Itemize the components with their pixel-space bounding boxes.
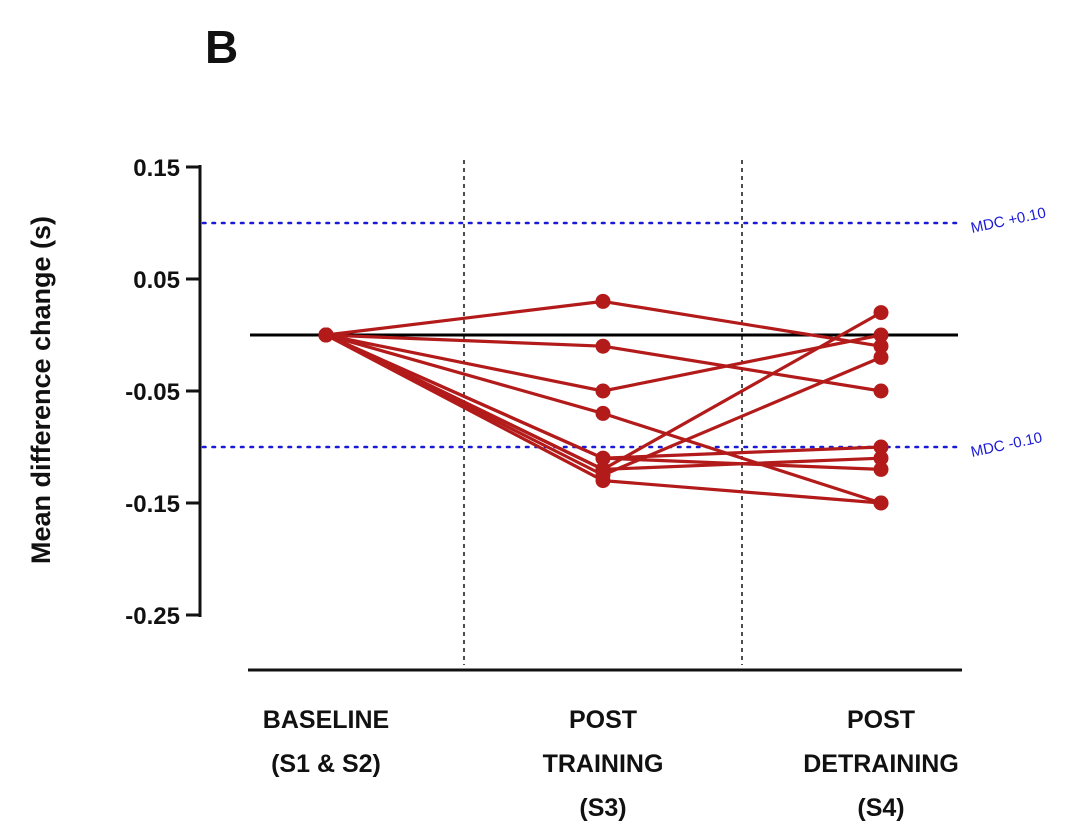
data-point-s4-c2 (595, 405, 611, 421)
data-point-s7-c2 (595, 450, 611, 466)
data-point-s2-c3 (873, 383, 889, 399)
y-axis-title: Mean difference change (s) (26, 216, 56, 564)
data-point-s5-c3 (873, 439, 889, 455)
series-points (318, 293, 889, 511)
x-category-label: (S1 & S2) (271, 750, 381, 778)
data-point-s7-c3 (873, 461, 889, 477)
mdc-reference-label: MDC +0.10 (969, 204, 1047, 236)
data-point-s3-c3 (873, 327, 889, 343)
guide-lines (201, 160, 964, 665)
x-category-label: POST (847, 706, 915, 734)
data-point-s8-c3 (873, 450, 889, 466)
data-point-s10-c3 (873, 349, 889, 365)
y-tick-label: -0.05 (125, 379, 180, 406)
y-tick-label: 0.15 (133, 155, 180, 182)
x-category-label: POST (569, 706, 637, 734)
data-point-s10-c1 (318, 327, 334, 343)
x-category-label: DETRAINING (803, 750, 959, 778)
y-tick-label: -0.25 (125, 603, 180, 630)
data-point-s1-c3 (873, 338, 889, 354)
x-category-label: (S3) (579, 794, 626, 822)
data-point-s3-c2 (595, 383, 611, 399)
axes (186, 165, 962, 672)
axis-labels: MDC +0.10 MDC -0.10 0.15 0.05 -0.05 -0.15 -0.2… (26, 155, 1047, 822)
x-category-label: TRAINING (543, 750, 664, 778)
panel-label: B (205, 21, 239, 73)
data-point-s9-c3 (873, 495, 889, 511)
data-point-s10-c2 (595, 467, 611, 483)
y-tick-label: 0.05 (133, 267, 180, 294)
x-category-label: (S4) (857, 794, 904, 822)
data-point-s1-c2 (595, 293, 611, 309)
data-point-s6-c3 (873, 305, 889, 321)
mdc-reference-label: MDC -0.10 (969, 429, 1043, 461)
x-category-label: BASELINE (263, 706, 389, 734)
y-tick-label: -0.15 (125, 491, 180, 518)
data-point-s2-c2 (595, 338, 611, 354)
